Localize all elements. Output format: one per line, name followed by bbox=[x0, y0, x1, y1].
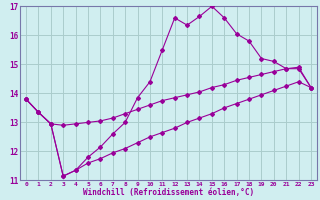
X-axis label: Windchill (Refroidissement éolien,°C): Windchill (Refroidissement éolien,°C) bbox=[83, 188, 254, 197]
